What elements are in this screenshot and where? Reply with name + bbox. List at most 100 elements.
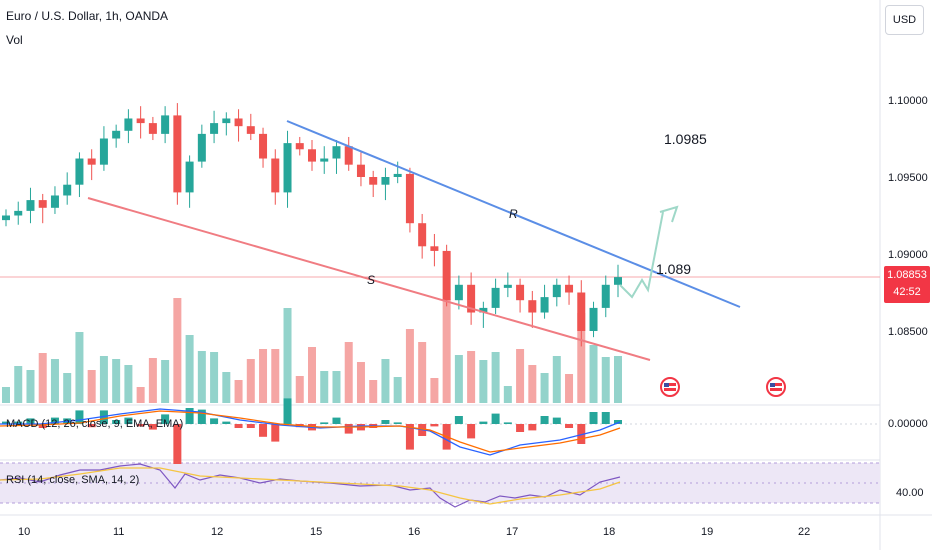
volume-bar bbox=[222, 372, 231, 403]
macd-histogram-bar bbox=[259, 424, 268, 437]
candle-body bbox=[283, 143, 292, 193]
volume-bar bbox=[614, 356, 622, 403]
macd-histogram-bar bbox=[112, 420, 121, 424]
candle-body bbox=[161, 115, 170, 134]
macd-histogram-bar bbox=[87, 424, 96, 428]
support-trendline[interactable] bbox=[87, 197, 651, 361]
candle-body bbox=[393, 173, 402, 177]
current-price-tag: 1.08853 42:52 bbox=[884, 266, 930, 303]
rsi-indicator-label[interactable]: RSI (14, close, SMA, 14, 2) bbox=[6, 474, 140, 486]
candle-body bbox=[552, 284, 561, 298]
candle-body bbox=[124, 118, 133, 131]
volume-bar bbox=[503, 386, 512, 403]
macd-histogram-bar bbox=[148, 424, 157, 430]
support-label[interactable]: S bbox=[367, 273, 376, 287]
volume-bar bbox=[418, 342, 427, 403]
macd-histogram-bar bbox=[503, 422, 512, 424]
volume-bar bbox=[185, 335, 194, 403]
volume-bar bbox=[283, 308, 292, 403]
candle-body bbox=[197, 133, 206, 162]
us-event-flag-icon[interactable] bbox=[660, 377, 680, 397]
candle-body bbox=[369, 177, 378, 185]
volume-bar bbox=[491, 352, 500, 403]
candle-body bbox=[259, 133, 268, 159]
time-label: 18 bbox=[603, 526, 616, 538]
volume-bar bbox=[210, 352, 219, 403]
volume-bar bbox=[87, 370, 96, 403]
time-label: 22 bbox=[798, 526, 811, 538]
volume-bar bbox=[601, 357, 610, 403]
candle-body bbox=[479, 307, 488, 313]
volume-bar bbox=[344, 342, 353, 403]
volume-bar bbox=[405, 329, 414, 403]
volume-bar bbox=[271, 349, 280, 403]
candle-body bbox=[491, 287, 500, 308]
macd-histogram-bar bbox=[26, 418, 35, 424]
target-price-label[interactable]: 1.0985 bbox=[664, 131, 707, 147]
volume-bar bbox=[381, 359, 390, 403]
currency-button[interactable]: USD bbox=[885, 5, 924, 35]
volume-bar bbox=[173, 298, 182, 403]
candle-body bbox=[516, 284, 525, 301]
candle-body bbox=[565, 284, 574, 293]
macd-signal-line bbox=[0, 410, 621, 453]
volume-bar bbox=[124, 365, 133, 403]
candle-body bbox=[2, 215, 10, 221]
volume-bar bbox=[467, 351, 476, 403]
symbol-title[interactable]: Euro / U.S. Dollar, 1h, OANDA bbox=[6, 9, 169, 23]
candle-body bbox=[63, 184, 72, 196]
candle-body bbox=[614, 277, 622, 285]
macd-histogram-bar bbox=[124, 417, 133, 424]
candle-body bbox=[271, 158, 280, 193]
volume-bar bbox=[430, 378, 439, 403]
candle-body bbox=[418, 223, 427, 247]
macd-histogram-bar bbox=[234, 424, 243, 428]
volume-bar bbox=[295, 376, 304, 403]
volume-bar bbox=[259, 349, 268, 403]
candle-body bbox=[234, 118, 243, 127]
candle-body bbox=[356, 164, 365, 177]
macd-histogram-bar bbox=[185, 408, 194, 424]
candle-body bbox=[467, 284, 476, 313]
time-label: 11 bbox=[113, 526, 125, 538]
volume-bar bbox=[246, 359, 255, 403]
resistance-trendline[interactable] bbox=[286, 120, 741, 308]
candle-body bbox=[454, 284, 463, 301]
macd-histogram-bar bbox=[75, 410, 84, 424]
volume-bar bbox=[148, 358, 157, 403]
volume-bar bbox=[112, 359, 121, 403]
macd-histogram-bar bbox=[552, 417, 561, 424]
macd-histogram-bar bbox=[381, 420, 390, 424]
macd-histogram-bar bbox=[479, 421, 488, 424]
candle-body bbox=[589, 307, 598, 331]
breakout-price-label[interactable]: 1.089 bbox=[656, 261, 692, 277]
volume-bar bbox=[197, 351, 206, 403]
volume-label[interactable]: Vol bbox=[6, 33, 23, 47]
volume-bar bbox=[161, 360, 170, 403]
volume-bar bbox=[516, 349, 525, 403]
macd-histogram-bar bbox=[589, 412, 598, 424]
projection-path[interactable] bbox=[619, 211, 664, 299]
macd-histogram-bar bbox=[222, 421, 231, 424]
macd-histogram-bar bbox=[320, 422, 329, 424]
time-label: 15 bbox=[310, 526, 323, 538]
resistance-label[interactable]: R bbox=[509, 207, 518, 221]
time-label: 10 bbox=[18, 526, 31, 538]
volume-bar bbox=[454, 355, 463, 403]
macd-histogram-bar bbox=[271, 424, 280, 442]
volume-bar bbox=[26, 370, 35, 403]
macd-histogram-bar bbox=[491, 413, 500, 424]
us-event-flag-icon[interactable] bbox=[766, 377, 786, 397]
candle-body bbox=[295, 143, 304, 150]
rsi-ma-line bbox=[0, 467, 621, 505]
macd-indicator-label[interactable]: MACD (12, 26, close, 9, EMA, EMA) bbox=[6, 418, 184, 430]
time-label: 12 bbox=[211, 526, 224, 538]
macd-histogram-bar bbox=[210, 418, 219, 424]
candle-body bbox=[246, 126, 255, 134]
candle-body bbox=[99, 138, 108, 165]
time-label: 19 bbox=[701, 526, 714, 538]
macd-histogram-bar bbox=[38, 424, 47, 428]
candle-body bbox=[185, 161, 194, 193]
